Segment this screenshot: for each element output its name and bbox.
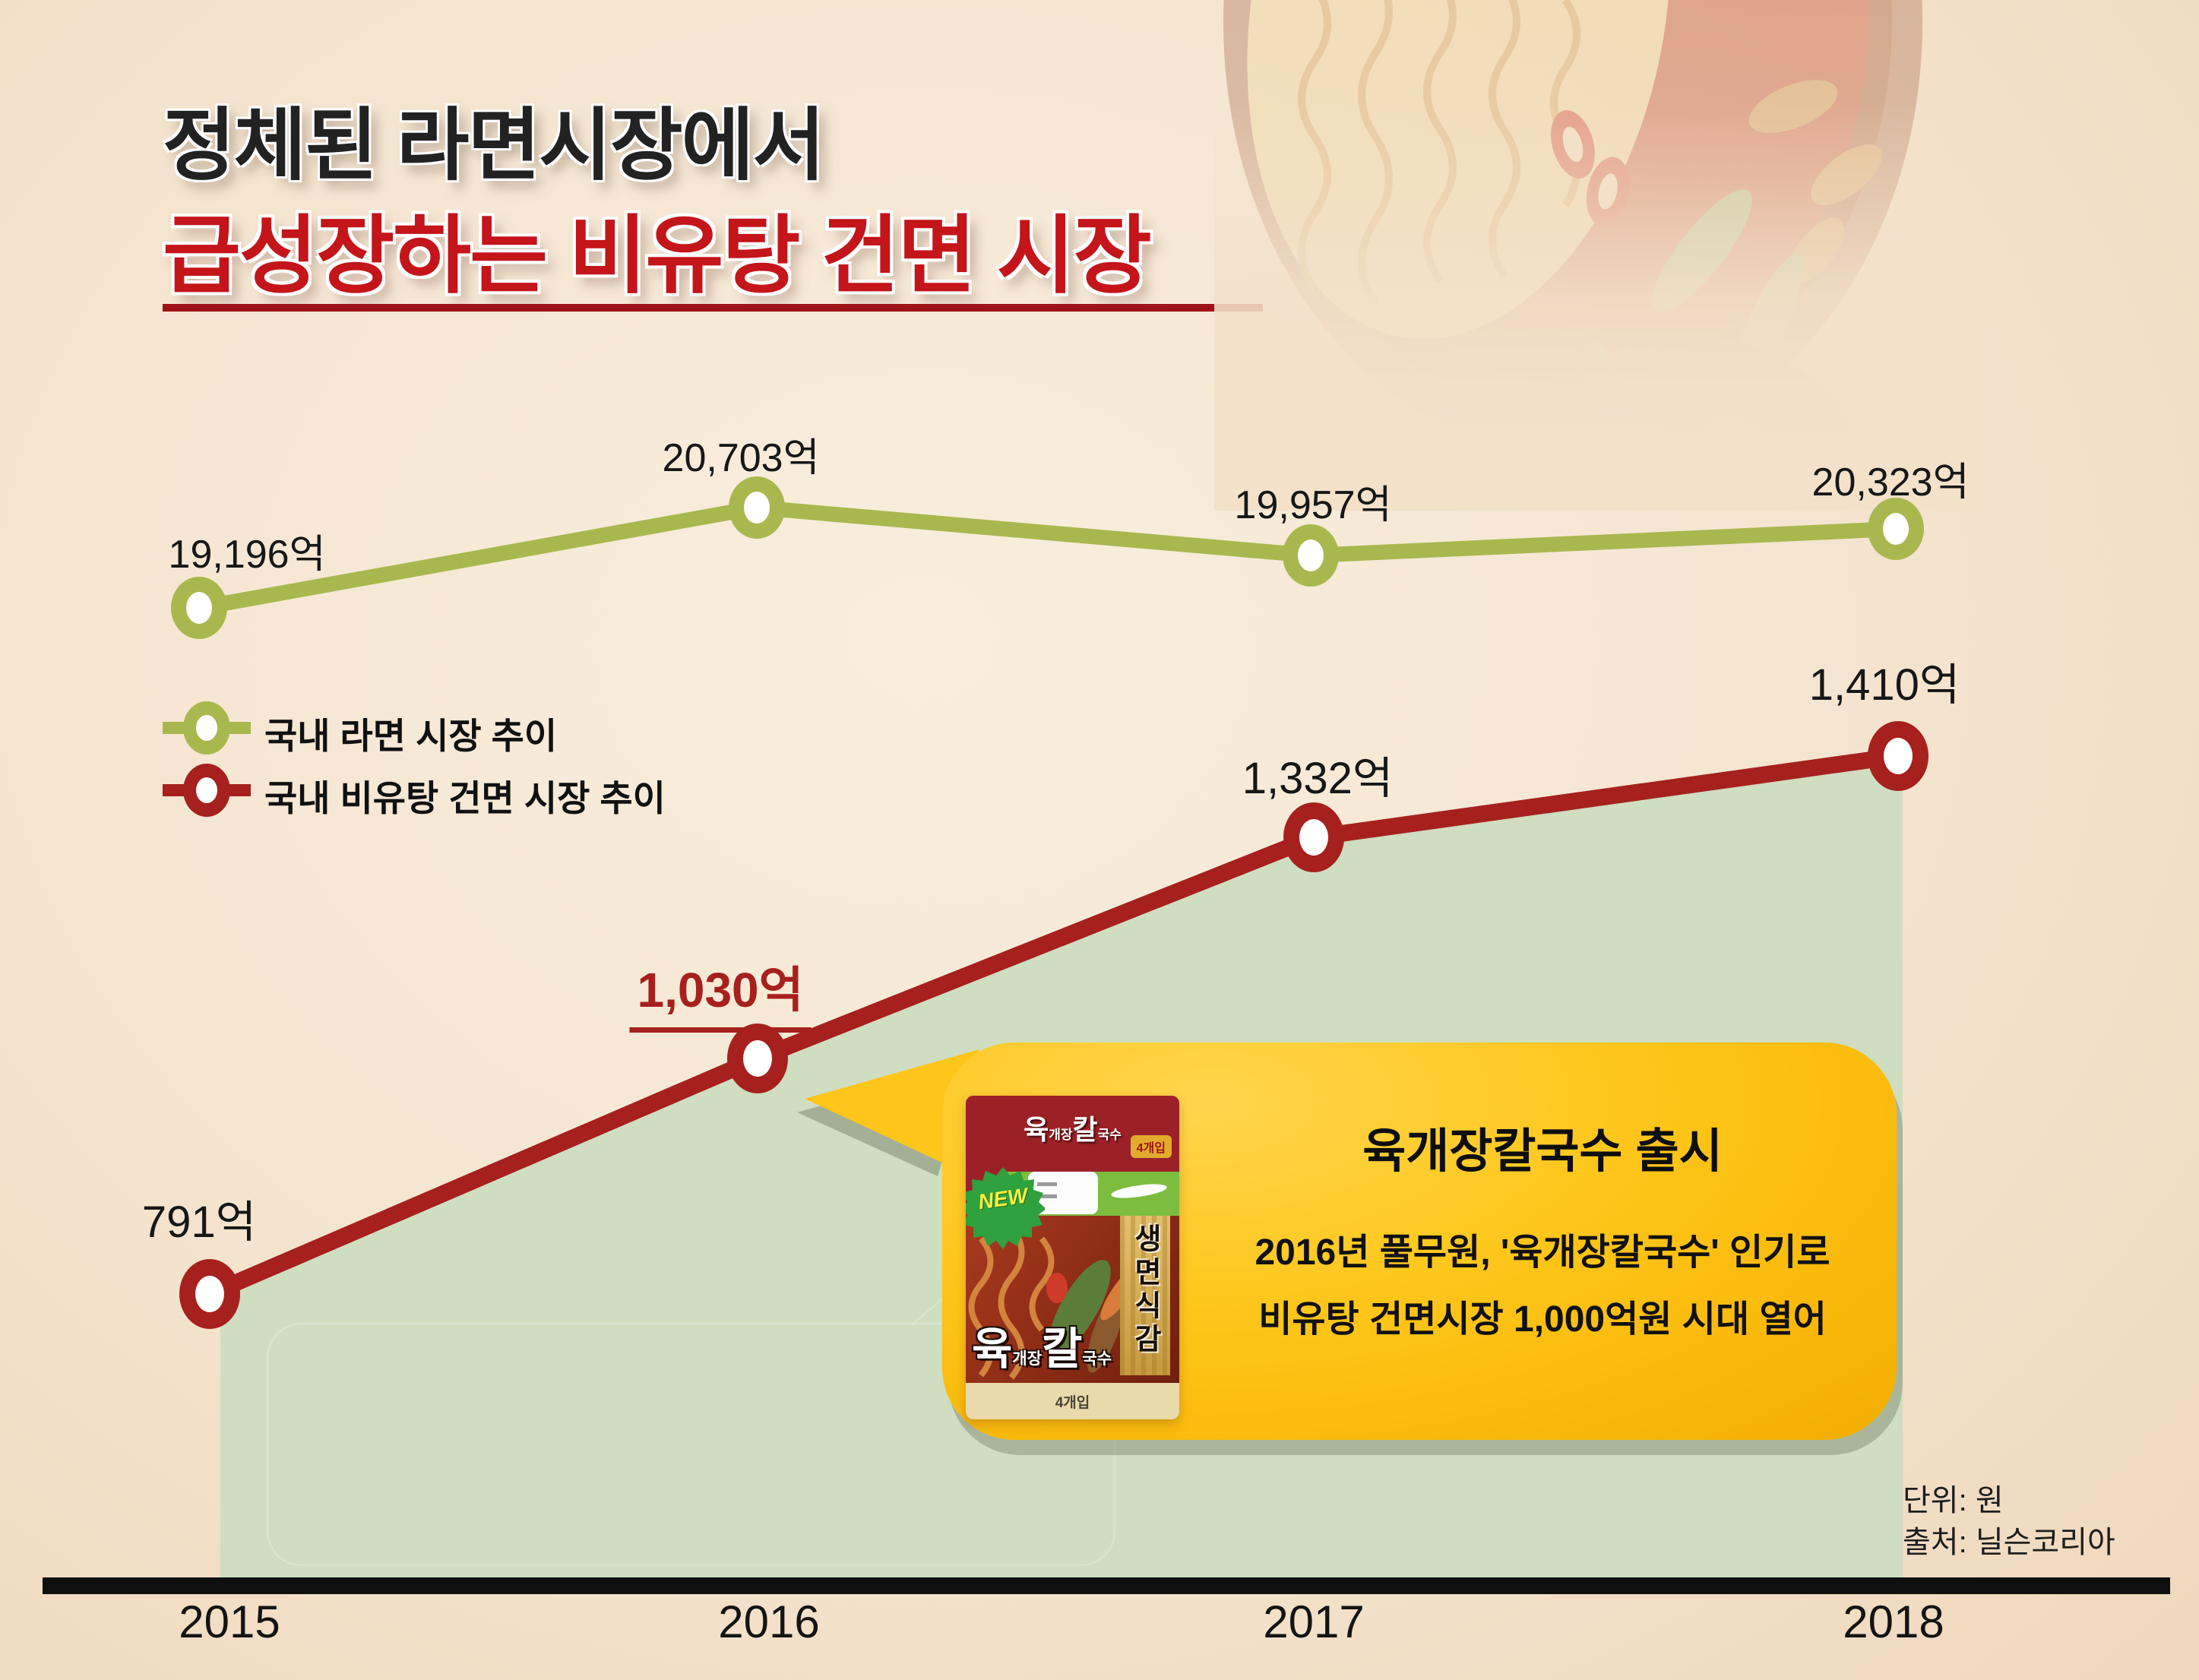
unit-note: 단위: 원 [1903, 1484, 2004, 1517]
package-side-text: 생면식감 [1128, 1223, 1161, 1357]
x-axis-label-2018: 2018 [1843, 1596, 1944, 1647]
dried-noodle-market-line [201, 748, 1906, 1302]
ramen-value-label-2016: 20,703억 [662, 436, 820, 480]
x-axis-label-2016: 2016 [718, 1596, 820, 1647]
ramen-value-label-2017: 19,957억 [1234, 483, 1392, 527]
package-bottom-strip: 4개입 [966, 1383, 1179, 1419]
x-axis-label-2017: 2017 [1263, 1596, 1365, 1647]
callout-title: 육개장칼국수 출시 [1362, 1125, 1723, 1178]
callout-tail [805, 1049, 979, 1164]
title-underline [163, 304, 1263, 312]
legend-item-dried-noodle-label: 국내 비유탕 건면 시장 추이 [264, 778, 666, 818]
dried-noodle-value-label-2018: 1,410억 [1808, 660, 1960, 710]
source-note: 출처: 닐슨코리아 [1903, 1526, 2115, 1559]
dried-noodle-value-label-2017: 1,332억 [1242, 754, 1394, 803]
new-badge-starburst [966, 1167, 1045, 1249]
legend-item-ramen-label: 국내 라면 시장 추이 [264, 716, 558, 756]
chart-notes: 단위: 원 출처: 닐슨코리아 [1903, 1480, 2115, 1564]
ramen-market-line [191, 499, 1903, 615]
package-count-badge: 4개입 [1130, 1135, 1172, 1158]
legend-marker-ramen [163, 701, 251, 755]
callout-body-line1: 2016년 풀무원, '육개장칼국수' 인기로 [1255, 1232, 1830, 1273]
package-name-calligraphy: 육개장칼국수 [972, 1324, 1112, 1374]
page-title-line1: 정체된 라면시장에서 [163, 102, 825, 190]
ramen-value-label-2018: 20,323억 [1811, 460, 1970, 505]
dried-noodle-line-markers [179, 721, 1928, 1329]
dried-noodle-value-label-2016-highlight: 1,030억 [629, 951, 812, 1033]
ramen-value-label-2015: 19,196억 [168, 533, 326, 577]
dried-noodle-value-label-2015: 791억 [141, 1198, 257, 1247]
x-axis-label-2015: 2015 [179, 1596, 280, 1647]
new-badge: NEW [966, 1166, 1045, 1249]
ramen-line-markers [171, 476, 1924, 639]
legend-marker-dried-noodle [163, 764, 251, 817]
page-title-line2: 급성장하는 비유탕 건면 시장 [163, 208, 1152, 303]
package-side-strip: 생면식감 [1120, 1216, 1170, 1375]
callout-body-line2: 비유탕 건면시장 1,000억원 시대 열어 [1258, 1299, 1827, 1340]
package-logo-text: 육개장칼국수 [1024, 1114, 1122, 1145]
bowl-fade-overlay [1214, 0, 1977, 511]
product-package-image: 육개장칼국수 4개입 NEW [966, 1096, 1179, 1419]
x-axis-line [43, 1577, 2170, 1594]
